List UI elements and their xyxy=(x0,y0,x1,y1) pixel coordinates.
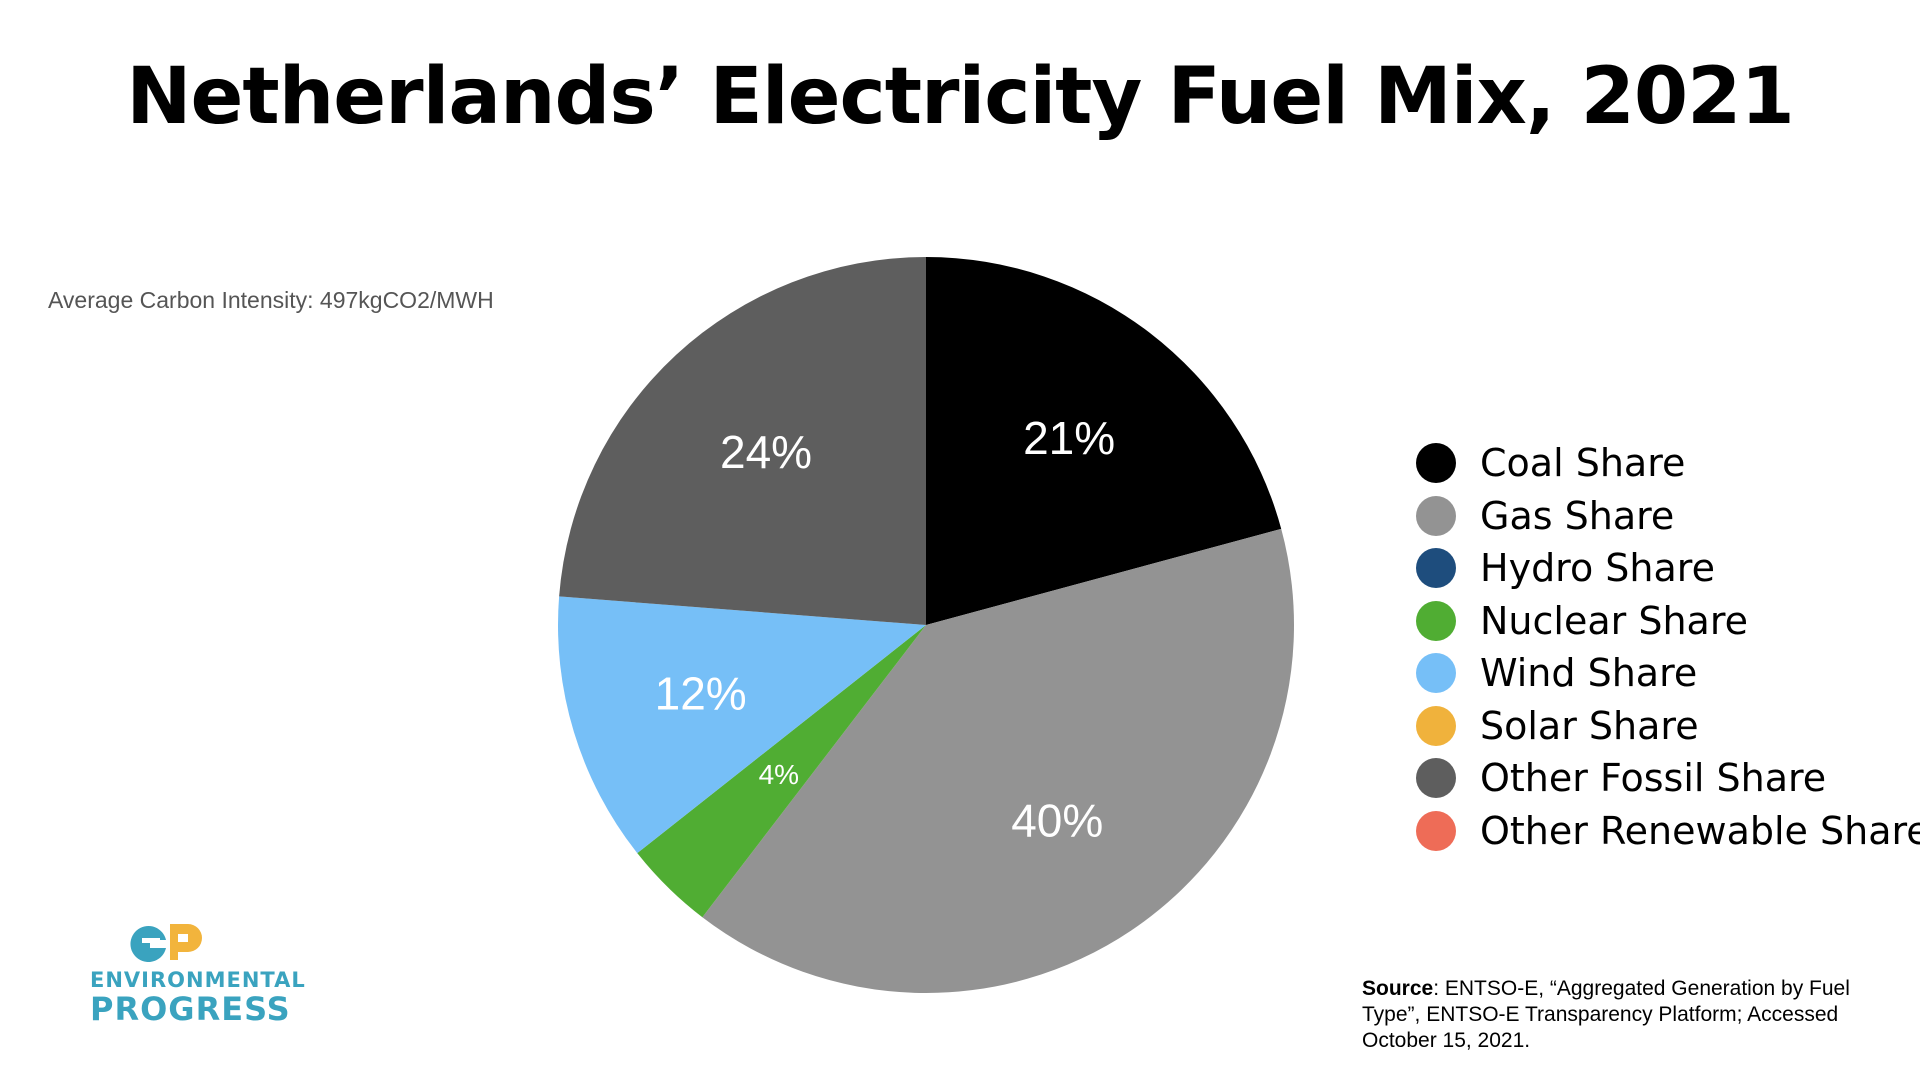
data-label-nuclear-share: 4% xyxy=(759,759,799,790)
pie-slice-wind-share xyxy=(558,596,926,854)
legend-label-other-fossil-share: Other Fossil Share xyxy=(1480,756,1827,801)
legend-swatch-solar-share xyxy=(1416,705,1456,746)
carbon-intensity-note: Average Carbon Intensity: 497kgCO2/MWH xyxy=(48,287,494,313)
legend-label-other-renewable-share: Other Renewable Share xyxy=(1480,808,1920,853)
legend-label-solar-share: Solar Share xyxy=(1480,703,1699,748)
legend-item-hydro-share: Hydro Share xyxy=(1416,542,1920,595)
legend-item-nuclear-share: Nuclear Share xyxy=(1416,595,1920,648)
legend-swatch-coal-share xyxy=(1416,443,1456,484)
legend-item-coal-share: Coal Share xyxy=(1416,437,1920,490)
legend-swatch-nuclear-share xyxy=(1416,600,1456,641)
logo-text-progress: PROGRESS xyxy=(90,990,291,1028)
chart-title: Netherlands’ Electricity Fuel Mix, 2021 xyxy=(126,52,1794,142)
legend-item-other-fossil-share: Other Fossil Share xyxy=(1416,752,1920,805)
pie-slice-other-fossil-share xyxy=(559,257,926,625)
legend-swatch-other-fossil-share xyxy=(1416,758,1456,799)
legend-swatch-gas-share xyxy=(1416,495,1456,536)
legend-swatch-wind-share xyxy=(1416,653,1456,694)
ep-logo-icon xyxy=(130,924,202,962)
legend-item-gas-share: Gas Share xyxy=(1416,490,1920,543)
pie-slice-gas-share xyxy=(702,528,1295,994)
pie-slice-nuclear-share xyxy=(637,625,926,918)
data-label-wind-share: 12% xyxy=(655,668,747,720)
legend-swatch-hydro-share xyxy=(1416,548,1456,589)
legend-label-gas-share: Gas Share xyxy=(1480,493,1675,538)
source-text: : ENTSO-E, “Aggregated Generation by Fue… xyxy=(1362,977,1850,1052)
pie-slice-coal-share xyxy=(926,257,1282,625)
legend-item-other-renewable-share: Other Renewable Share xyxy=(1416,805,1920,858)
legend-swatch-other-renewable-share xyxy=(1416,810,1456,851)
legend-label-coal-share: Coal Share xyxy=(1480,441,1686,486)
source-key: Source xyxy=(1362,977,1434,1000)
environmental-progress-logo: ENVIRONMENTAL PROGRESS xyxy=(90,918,306,1028)
legend-label-nuclear-share: Nuclear Share xyxy=(1480,598,1748,643)
legend-item-wind-share: Wind Share xyxy=(1416,647,1920,700)
source-citation: Source: ENTSO-E, “Aggregated Generation … xyxy=(1362,976,1892,1054)
data-label-gas-share: 40% xyxy=(1011,795,1103,847)
legend-label-wind-share: Wind Share xyxy=(1480,651,1698,696)
chart-legend: Coal Share Gas Share Hydro Share Nuclear Sh… xyxy=(1416,437,1920,857)
legend-label-hydro-share: Hydro Share xyxy=(1480,546,1715,591)
data-label-coal-share: 21% xyxy=(1023,412,1115,464)
data-label-other-fossil-share: 24% xyxy=(720,426,812,478)
logo-text-environmental: ENVIRONMENTAL xyxy=(90,968,306,992)
legend-item-solar-share: Solar Share xyxy=(1416,700,1920,753)
